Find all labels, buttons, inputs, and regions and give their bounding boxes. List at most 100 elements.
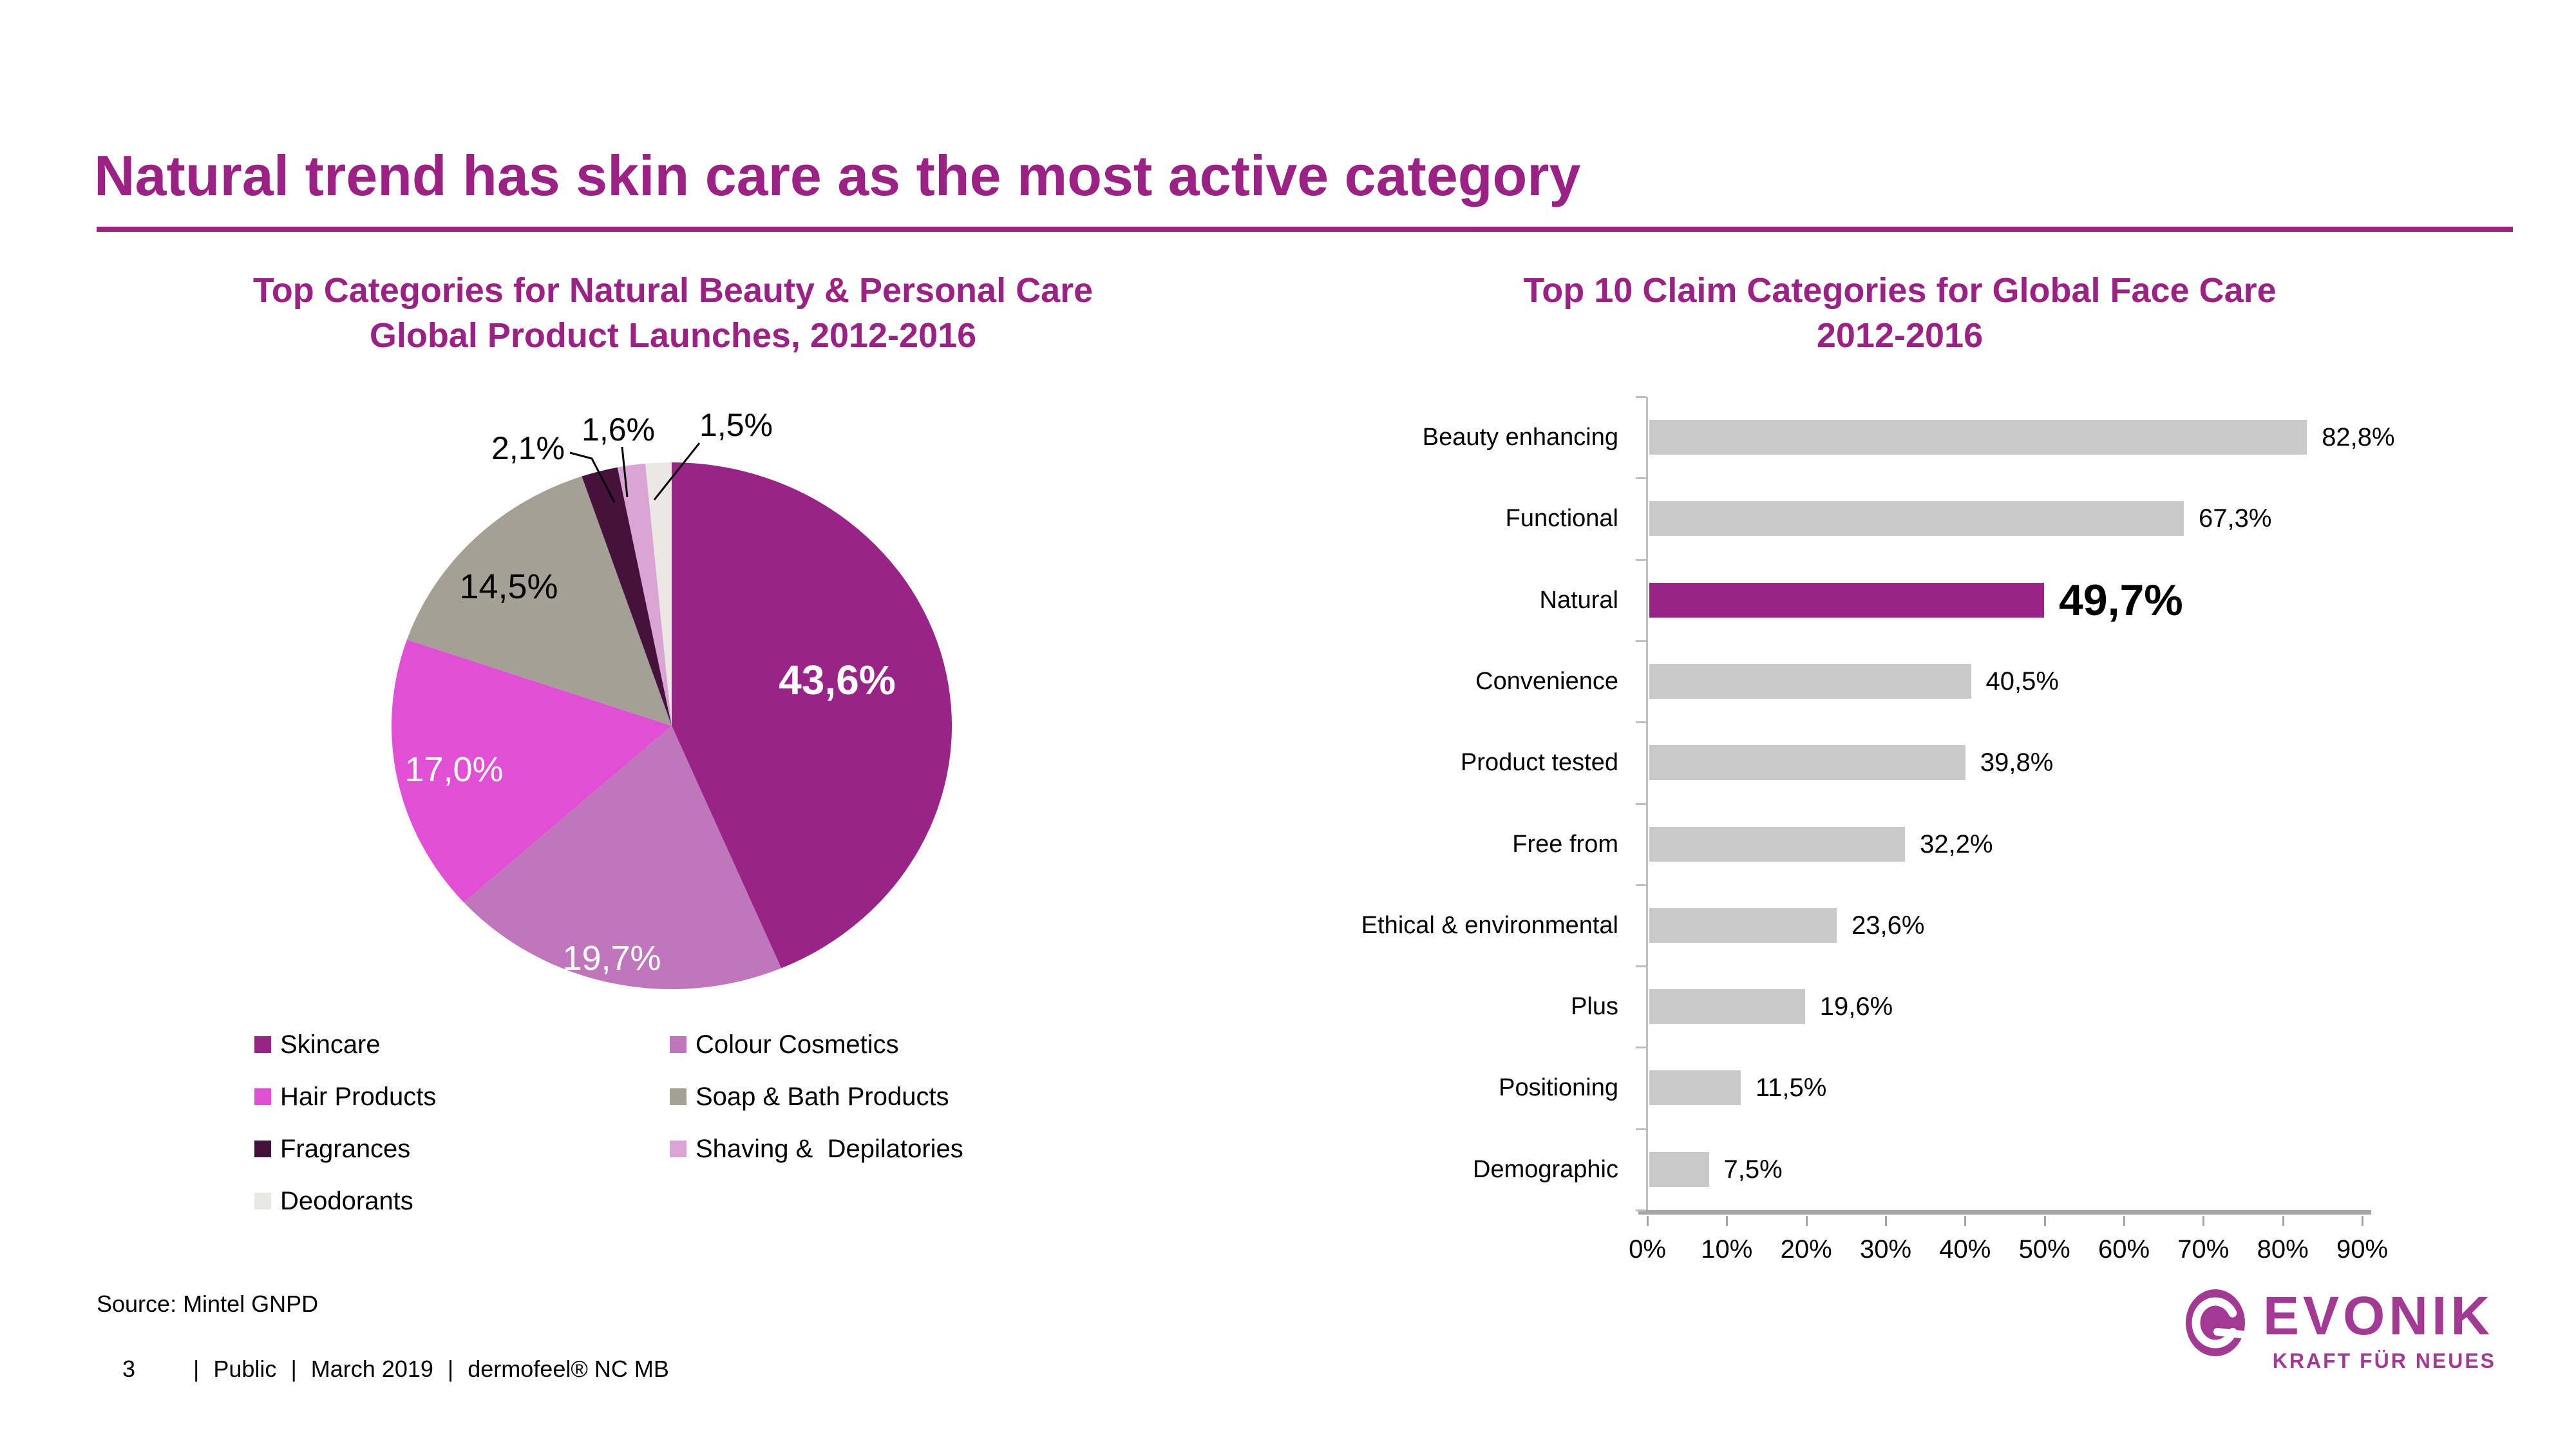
bar xyxy=(1649,420,2307,455)
x-axis-tick xyxy=(1647,1216,1649,1226)
y-axis-tick xyxy=(1636,1209,1646,1211)
bar-row-ethical-environmental: Ethical & environmental 23,6% xyxy=(1361,885,2362,966)
bar xyxy=(1649,663,1971,699)
pie-slice-colour-cosmetics xyxy=(464,726,782,990)
legend-item-shaving-depilatories: Shaving & Depilatories xyxy=(670,1135,963,1163)
footer-item: Public xyxy=(213,1356,277,1382)
y-axis-tick xyxy=(1636,965,1646,968)
bar-chart-title-line2: 2012-2016 xyxy=(1816,316,1984,355)
pie-chart-title-line2: Global Product Launches, 2012-2016 xyxy=(369,316,977,355)
y-axis-tick xyxy=(1636,802,1646,805)
bar-highlighted xyxy=(1649,582,2044,618)
bar-row-positioning: Positioning 11,5% xyxy=(1499,1047,2362,1128)
legend-label: Soap & Bath Products xyxy=(696,1082,949,1111)
legend-item-fragrances: Fragrances xyxy=(254,1135,410,1163)
bar xyxy=(1649,1070,1741,1106)
pie-label-shaving-depilatories: 1,6% xyxy=(582,412,655,448)
bar-row-natural: Natural 49,7% xyxy=(1540,560,2362,641)
pie-slice-skincare xyxy=(672,462,952,969)
pie-chart: 43,6% 19,7% 17,0% 14,5% 2,1% 1,6% 1,5% xyxy=(392,407,952,990)
pie-label-deodorants: 1,5% xyxy=(699,407,773,443)
bar-chart-title-line1: Top 10 Claim Categories for Global Face … xyxy=(1523,271,2277,310)
leader-line-shaving xyxy=(621,446,629,498)
bar-value-label: 32,2% xyxy=(1920,829,1993,858)
pie-slices xyxy=(392,462,952,990)
legend-swatch-colour-cosmetics xyxy=(670,1036,687,1053)
legend-label: Colour Cosmetics xyxy=(696,1030,899,1059)
legend-swatch-fragrances xyxy=(254,1141,271,1157)
legend-item-deodorants: Deodorants xyxy=(254,1187,413,1215)
bar-category-label: Natural xyxy=(1539,586,1619,614)
bar-row-demographic: Demographic 7,5% xyxy=(1473,1129,2362,1210)
evonik-logo: EVONIK KRAFT FÜR NEUES xyxy=(2180,1285,2502,1381)
x-axis-tick-label: 0% xyxy=(1629,1235,1666,1264)
legend-label: Deodorants xyxy=(280,1186,413,1215)
pie-label-hair-products: 17,0% xyxy=(404,750,503,789)
pie-chart-title-line1: Top Categories for Natural Beauty & Pers… xyxy=(252,271,1094,310)
footer-item: March 2019 xyxy=(310,1356,433,1382)
pie-data-labels: 43,6% 19,7% 17,0% 14,5% 2,1% 1,6% 1,5% xyxy=(404,407,895,978)
y-axis-tick xyxy=(1636,721,1646,724)
footer-meta: 3 | Public | March 2019 | dermofeel® NC MB xyxy=(97,1329,669,1410)
bar-value-label: 67,3% xyxy=(2199,504,2272,533)
y-axis-line xyxy=(1646,397,1648,1212)
page-number: 3 xyxy=(122,1356,136,1382)
bar-category-label: Free from xyxy=(1512,830,1618,858)
pie-label-skincare: 43,6% xyxy=(779,657,895,703)
pie-slice-shaving-depilatories xyxy=(617,463,672,726)
legend-item-skincare: Skincare xyxy=(254,1030,381,1059)
x-axis-tick xyxy=(1805,1216,1808,1226)
legend-item-soap-bath-products: Soap & Bath Products xyxy=(670,1083,949,1111)
legend-label: Skincare xyxy=(280,1030,381,1059)
x-axis-tick xyxy=(1964,1216,1967,1226)
x-axis-line xyxy=(1638,1210,2371,1215)
pie-label-fragrances: 2,1% xyxy=(491,430,565,466)
x-axis-tick xyxy=(2282,1216,2284,1226)
source-note: Source: Mintel GNPD xyxy=(97,1291,319,1317)
bar-value-label: 39,8% xyxy=(1980,748,2054,777)
x-axis-tick-label: 60% xyxy=(2098,1235,2150,1264)
y-axis-tick xyxy=(1636,558,1646,561)
page-title: Natural trend has skin care as the most … xyxy=(94,144,1581,207)
bar-row-plus: Plus 19,6% xyxy=(1571,966,2362,1047)
evonik-tagline: KRAFT FÜR NEUES xyxy=(2272,1349,2496,1372)
legend-swatch-shaving-depilatories xyxy=(670,1141,687,1157)
bar xyxy=(1649,745,1965,781)
x-axis-tick-label: 20% xyxy=(1780,1235,1832,1264)
evonik-emblem-icon xyxy=(2186,1289,2250,1356)
bar-row-free-from: Free from 32,2% xyxy=(1512,804,2362,885)
bar-category-label: Positioning xyxy=(1499,1074,1618,1102)
pie-slice-hair-products xyxy=(392,639,672,903)
bar-chart-plot: Beauty enhancing 82,8% Functional 67,3% Natu… xyxy=(1361,396,2395,1264)
x-axis-tick-label: 70% xyxy=(2177,1235,2230,1264)
bar-value-label: 23,6% xyxy=(1852,911,1925,940)
footer-separator: | xyxy=(193,1356,200,1382)
pie-label-lines xyxy=(569,442,701,503)
bar-row-functional: Functional 67,3% xyxy=(1506,478,2362,559)
y-axis-tick xyxy=(1636,396,1646,398)
legend-swatch-soap-bath-products xyxy=(670,1088,687,1105)
bar-category-label: Ethical & environmental xyxy=(1361,911,1618,939)
bar-value-label: 19,6% xyxy=(1819,992,1893,1021)
title-divider xyxy=(97,227,2513,232)
bar xyxy=(1649,989,1805,1025)
bar-row-beauty-enhancing: Beauty enhancing 82,8% xyxy=(1423,397,2395,478)
legend-swatch-skincare xyxy=(254,1036,271,1053)
pie-label-soap-bath-products: 14,5% xyxy=(459,567,558,606)
x-axis-tick-label: 30% xyxy=(1859,1235,1912,1264)
footer-separator: | xyxy=(447,1356,454,1382)
evonik-wordmark: EVONIK xyxy=(2262,1285,2494,1346)
bar-category-label: Plus xyxy=(1571,993,1618,1021)
pie-chart-title: Top Categories for Natural Beauty & Pers… xyxy=(161,268,1185,358)
bar-category-label: Convenience xyxy=(1475,667,1618,695)
x-axis-tick-label: 10% xyxy=(1701,1235,1753,1264)
legend-swatch-deodorants xyxy=(254,1193,271,1209)
bar-category-label: Beauty enhancing xyxy=(1422,424,1618,451)
legend-label: Fragrances xyxy=(280,1134,411,1163)
leader-line-fragrances xyxy=(569,451,616,503)
y-axis-tick xyxy=(1636,1046,1646,1049)
bar-chart-title: Top 10 Claim Categories for Global Face … xyxy=(1417,268,2383,358)
footer-item: dermofeel® NC MB xyxy=(468,1356,669,1382)
x-axis-tick xyxy=(2043,1216,2046,1226)
